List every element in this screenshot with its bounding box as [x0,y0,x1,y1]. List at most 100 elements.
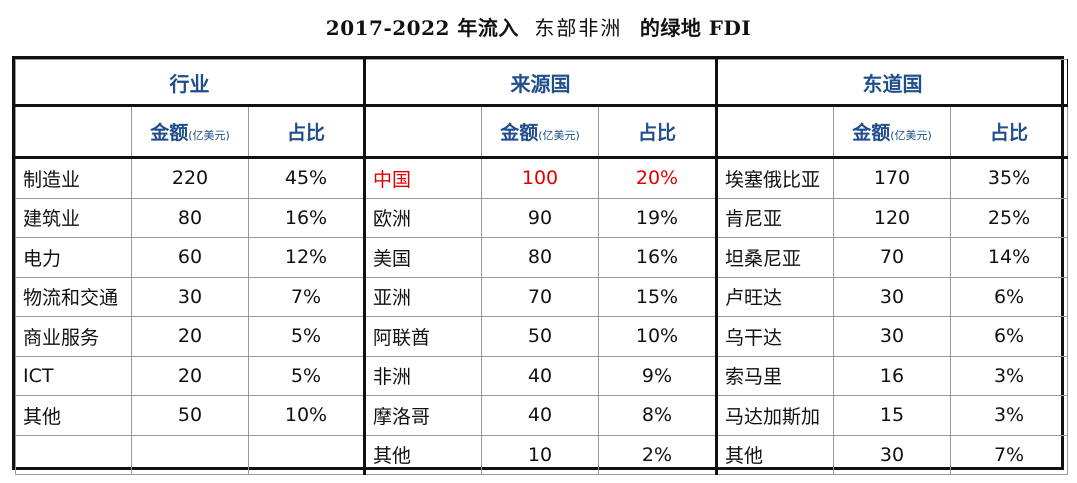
industry-amount [131,434,249,475]
fdi-table-frame: 行业 来源国 东道国 金额(亿美元) 占比 金额(亿美元) 占比 金额(亿美元)… [12,56,1069,475]
unit-label: (亿美元) [188,129,230,142]
table-row: 其他 10 2% 其他 30 7% [15,434,1069,475]
industry-name: 物流和交通 [15,276,132,317]
industry-amount: 80 [131,197,249,238]
table-row: 物流和交通 30 7% 亚洲 70 15% 卢旺达 30 6% [15,276,1069,317]
source-amount: 10 [481,434,599,475]
host-name: 索马里 [716,355,834,396]
industry-share: 5% [248,316,366,357]
host-share: 3% [949,355,1069,396]
host-share: 6% [949,316,1069,357]
source-amount: 80 [481,237,599,278]
group-header-row: 行业 来源国 东道国 [15,59,1069,107]
host-share: 35% [949,157,1069,199]
table-row: 建筑业 80 16% 欧洲 90 19% 肯尼亚 120 25% [15,197,1069,238]
industry-share: 45% [248,157,366,199]
sub-header-amount: 金额(亿美元) [131,105,249,159]
title-part-2: 东部非洲 [534,16,623,40]
industry-share: 12% [248,237,366,278]
source-share: 10% [598,316,718,357]
sub-header-row: 金额(亿美元) 占比 金额(亿美元) 占比 金额(亿美元) 占比 [15,105,1069,159]
industry-share [248,434,366,475]
host-name: 卢旺达 [716,276,834,317]
group-industry: 行业 [15,59,366,107]
table-row: 商业服务 20 5% 阿联酋 50 10% 乌干达 30 6% [15,316,1069,357]
source-name: 中国 [364,157,482,199]
source-amount: 90 [481,197,599,238]
host-name: 乌干达 [716,316,834,357]
host-amount: 30 [833,276,951,317]
host-name: 埃塞俄比亚 [716,157,834,199]
amount-label: 金额 [150,122,189,144]
source-name: 其他 [364,434,482,475]
table-title: 2017-2022 年流入 东部非洲 的绿地 FDI [0,12,1077,41]
group-source-country: 来源国 [364,59,718,107]
source-amount: 40 [481,395,599,436]
host-name: 马达加斯加 [716,395,834,436]
source-amount: 40 [481,355,599,396]
host-share: 3% [949,395,1069,436]
industry-amount: 60 [131,237,249,278]
host-share: 6% [949,276,1069,317]
host-amount: 70 [833,237,951,278]
sub-header-blank [364,105,482,159]
sub-header-blank [716,105,834,159]
source-name: 亚洲 [364,276,482,317]
industry-amount: 50 [131,395,249,436]
group-host-country: 东道国 [715,59,1069,107]
industry-share: 16% [248,197,366,238]
industry-share: 10% [248,395,366,436]
host-name: 坦桑尼亚 [716,237,834,278]
title-part-1: 2017-2022 年流入 [325,16,519,40]
industry-share: 5% [248,355,366,396]
industry-amount: 30 [131,276,249,317]
industry-name: 电力 [15,237,132,278]
sub-header-amount: 金额(亿美元) [481,105,599,159]
industry-name: 建筑业 [15,197,132,238]
table-row: 制造业 220 45% 中国 100 20% 埃塞俄比亚 170 35% [15,157,1069,199]
source-share: 16% [598,237,718,278]
sub-header-amount: 金额(亿美元) [833,105,951,159]
source-share: 9% [598,355,718,396]
sub-header-share: 占比 [949,105,1069,159]
industry-share: 7% [248,276,366,317]
host-name: 其他 [716,434,834,475]
host-amount: 15 [833,395,951,436]
source-name: 欧洲 [364,197,482,238]
sub-header-blank [15,105,132,159]
host-amount: 30 [833,434,951,475]
title-part-3: 的绿地 FDI [639,16,752,40]
table-row: 其他 50 10% 摩洛哥 40 8% 马达加斯加 15 3% [15,395,1069,436]
source-name: 非洲 [364,355,482,396]
host-share: 14% [949,237,1069,278]
industry-name: 制造业 [15,157,132,199]
source-amount: 100 [481,157,599,199]
industry-name: ICT [15,355,132,396]
host-amount: 16 [833,355,951,396]
source-name: 美国 [364,237,482,278]
table-row: 电力 60 12% 美国 80 16% 坦桑尼亚 70 14% [15,237,1069,278]
host-amount: 170 [833,157,951,199]
host-name: 肯尼亚 [716,197,834,238]
table-row: ICT 20 5% 非洲 40 9% 索马里 16 3% [15,355,1069,396]
industry-amount: 20 [131,355,249,396]
sub-header-share: 占比 [248,105,366,159]
source-name: 阿联酋 [364,316,482,357]
source-name: 摩洛哥 [364,395,482,436]
amount-label: 金额 [500,122,539,144]
host-amount: 120 [833,197,951,238]
source-amount: 50 [481,316,599,357]
industry-name: 其他 [15,395,132,436]
sub-header-share: 占比 [598,105,718,159]
industry-amount: 220 [131,157,249,199]
industry-name [15,434,132,475]
host-amount: 30 [833,316,951,357]
industry-amount: 20 [131,316,249,357]
unit-label: (亿美元) [890,129,932,142]
source-amount: 70 [481,276,599,317]
source-share: 8% [598,395,718,436]
source-share: 19% [598,197,718,238]
source-share: 15% [598,276,718,317]
host-share: 25% [949,197,1069,238]
amount-label: 金额 [852,122,891,144]
